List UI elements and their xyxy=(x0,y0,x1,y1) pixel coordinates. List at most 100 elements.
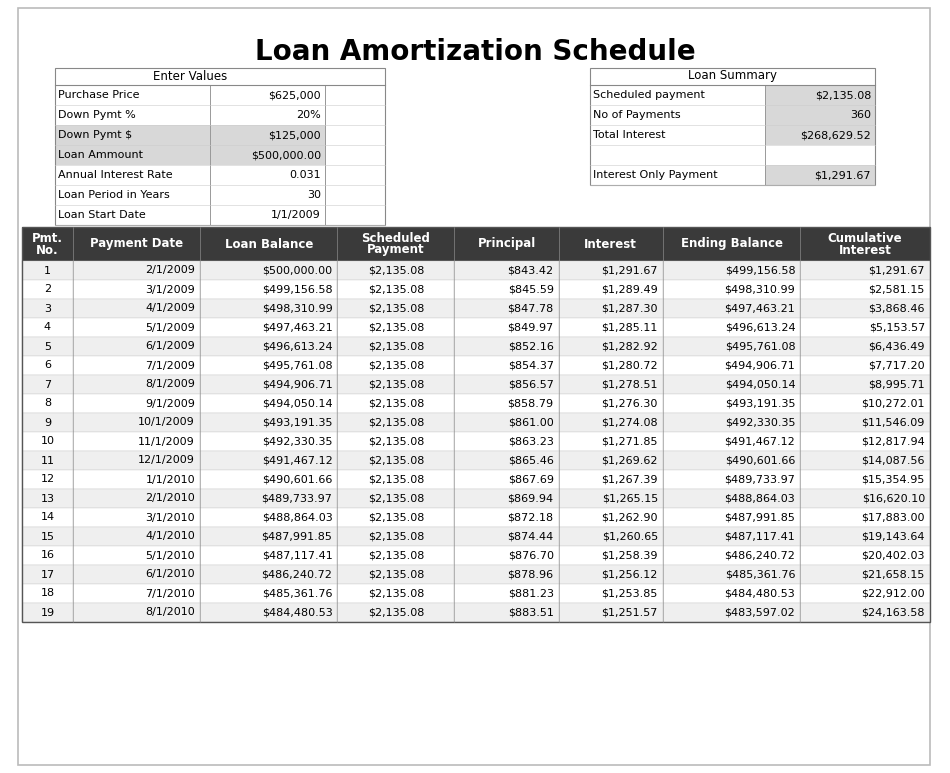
Bar xyxy=(337,394,454,413)
Text: Down Pymt $: Down Pymt $ xyxy=(58,130,132,140)
Text: 16: 16 xyxy=(41,550,54,560)
Text: $487,117.41: $487,117.41 xyxy=(725,532,795,542)
Text: $2,135.08: $2,135.08 xyxy=(368,570,424,580)
Bar xyxy=(663,508,800,527)
Text: $2,135.08: $2,135.08 xyxy=(368,455,424,465)
Text: $488,864.03: $488,864.03 xyxy=(261,512,332,523)
Bar xyxy=(765,165,875,185)
Text: Payment Date: Payment Date xyxy=(90,237,183,250)
Text: $1,291.67: $1,291.67 xyxy=(601,265,658,275)
Text: $24,163.58: $24,163.58 xyxy=(862,608,925,618)
Text: $2,135.08: $2,135.08 xyxy=(368,512,424,523)
Text: $1,271.85: $1,271.85 xyxy=(601,437,658,447)
Bar xyxy=(22,227,73,261)
Text: 0.031: 0.031 xyxy=(290,170,321,180)
Text: $21,658.15: $21,658.15 xyxy=(862,570,925,580)
Text: $499,156.58: $499,156.58 xyxy=(262,284,332,295)
Bar xyxy=(765,105,875,125)
Text: $487,991.85: $487,991.85 xyxy=(261,532,332,542)
Text: $1,282.92: $1,282.92 xyxy=(601,342,658,352)
Text: $497,463.21: $497,463.21 xyxy=(725,304,795,314)
Bar xyxy=(559,299,663,318)
Bar xyxy=(200,470,337,489)
Bar xyxy=(200,299,337,318)
Bar xyxy=(200,489,337,508)
Bar xyxy=(454,280,559,299)
Bar xyxy=(22,546,73,565)
Text: Loan Amortization Schedule: Loan Amortization Schedule xyxy=(255,38,695,66)
Text: 9/1/2009: 9/1/2009 xyxy=(145,399,195,408)
Bar xyxy=(559,261,663,280)
Bar xyxy=(73,451,200,470)
Bar xyxy=(559,603,663,622)
Bar xyxy=(337,565,454,584)
Bar xyxy=(663,261,800,280)
Bar xyxy=(800,337,930,356)
Text: 3/1/2009: 3/1/2009 xyxy=(145,284,195,295)
Text: Down Pymt %: Down Pymt % xyxy=(58,110,136,120)
Bar xyxy=(765,85,875,185)
Text: Principal: Principal xyxy=(478,237,536,250)
Bar xyxy=(337,489,454,508)
Text: 6/1/2009: 6/1/2009 xyxy=(145,342,195,352)
Text: $1,276.30: $1,276.30 xyxy=(601,399,658,408)
Bar xyxy=(454,261,559,280)
Bar xyxy=(559,337,663,356)
Bar xyxy=(800,489,930,508)
Text: 1: 1 xyxy=(44,265,51,275)
Text: Annual Interest Rate: Annual Interest Rate xyxy=(58,170,173,180)
Text: $11,546.09: $11,546.09 xyxy=(862,417,925,427)
Text: 5/1/2010: 5/1/2010 xyxy=(145,550,195,560)
Bar xyxy=(765,85,875,105)
Text: Total Interest: Total Interest xyxy=(593,130,666,140)
Bar xyxy=(73,280,200,299)
Bar xyxy=(337,261,454,280)
Text: No.: No. xyxy=(36,243,59,257)
Text: 18: 18 xyxy=(40,588,54,598)
Text: 8/1/2010: 8/1/2010 xyxy=(145,608,195,618)
Bar xyxy=(663,394,800,413)
Text: $496,613.24: $496,613.24 xyxy=(262,342,332,352)
Bar xyxy=(200,584,337,603)
Bar xyxy=(337,603,454,622)
Text: 7: 7 xyxy=(44,380,51,390)
Bar xyxy=(663,584,800,603)
Text: 20%: 20% xyxy=(296,110,321,120)
Text: $1,267.39: $1,267.39 xyxy=(601,475,658,485)
Text: $872.18: $872.18 xyxy=(507,512,554,523)
Text: $1,251.57: $1,251.57 xyxy=(601,608,658,618)
Bar xyxy=(337,227,454,261)
Text: Loan Ammount: Loan Ammount xyxy=(58,150,143,160)
Text: $15,354.95: $15,354.95 xyxy=(862,475,925,485)
Text: $2,135.08: $2,135.08 xyxy=(368,550,424,560)
Bar xyxy=(210,85,325,225)
Text: $495,761.08: $495,761.08 xyxy=(262,360,332,370)
Bar xyxy=(800,565,930,584)
Bar xyxy=(559,375,663,394)
Text: 10: 10 xyxy=(41,437,54,447)
Text: $498,310.99: $498,310.99 xyxy=(725,284,795,295)
Bar xyxy=(454,375,559,394)
Bar xyxy=(337,432,454,451)
Text: $492,330.35: $492,330.35 xyxy=(725,417,795,427)
Text: Loan Period in Years: Loan Period in Years xyxy=(58,190,170,200)
Text: Payment: Payment xyxy=(367,243,425,257)
Text: 11: 11 xyxy=(41,455,54,465)
Text: $1,291.67: $1,291.67 xyxy=(814,170,871,180)
Text: $498,310.99: $498,310.99 xyxy=(261,304,332,314)
Bar xyxy=(663,432,800,451)
Text: Interest: Interest xyxy=(839,243,892,257)
Bar xyxy=(200,432,337,451)
Text: $6,436.49: $6,436.49 xyxy=(868,342,925,352)
Text: 4: 4 xyxy=(44,322,51,332)
Text: $497,463.21: $497,463.21 xyxy=(261,322,332,332)
Bar xyxy=(663,227,800,261)
Bar xyxy=(73,227,200,261)
Bar xyxy=(73,470,200,489)
Bar xyxy=(800,413,930,432)
Text: $2,135.08: $2,135.08 xyxy=(368,588,424,598)
Bar xyxy=(73,565,200,584)
Text: $494,906.71: $494,906.71 xyxy=(725,360,795,370)
Text: $2,135.08: $2,135.08 xyxy=(368,417,424,427)
Bar xyxy=(800,451,930,470)
